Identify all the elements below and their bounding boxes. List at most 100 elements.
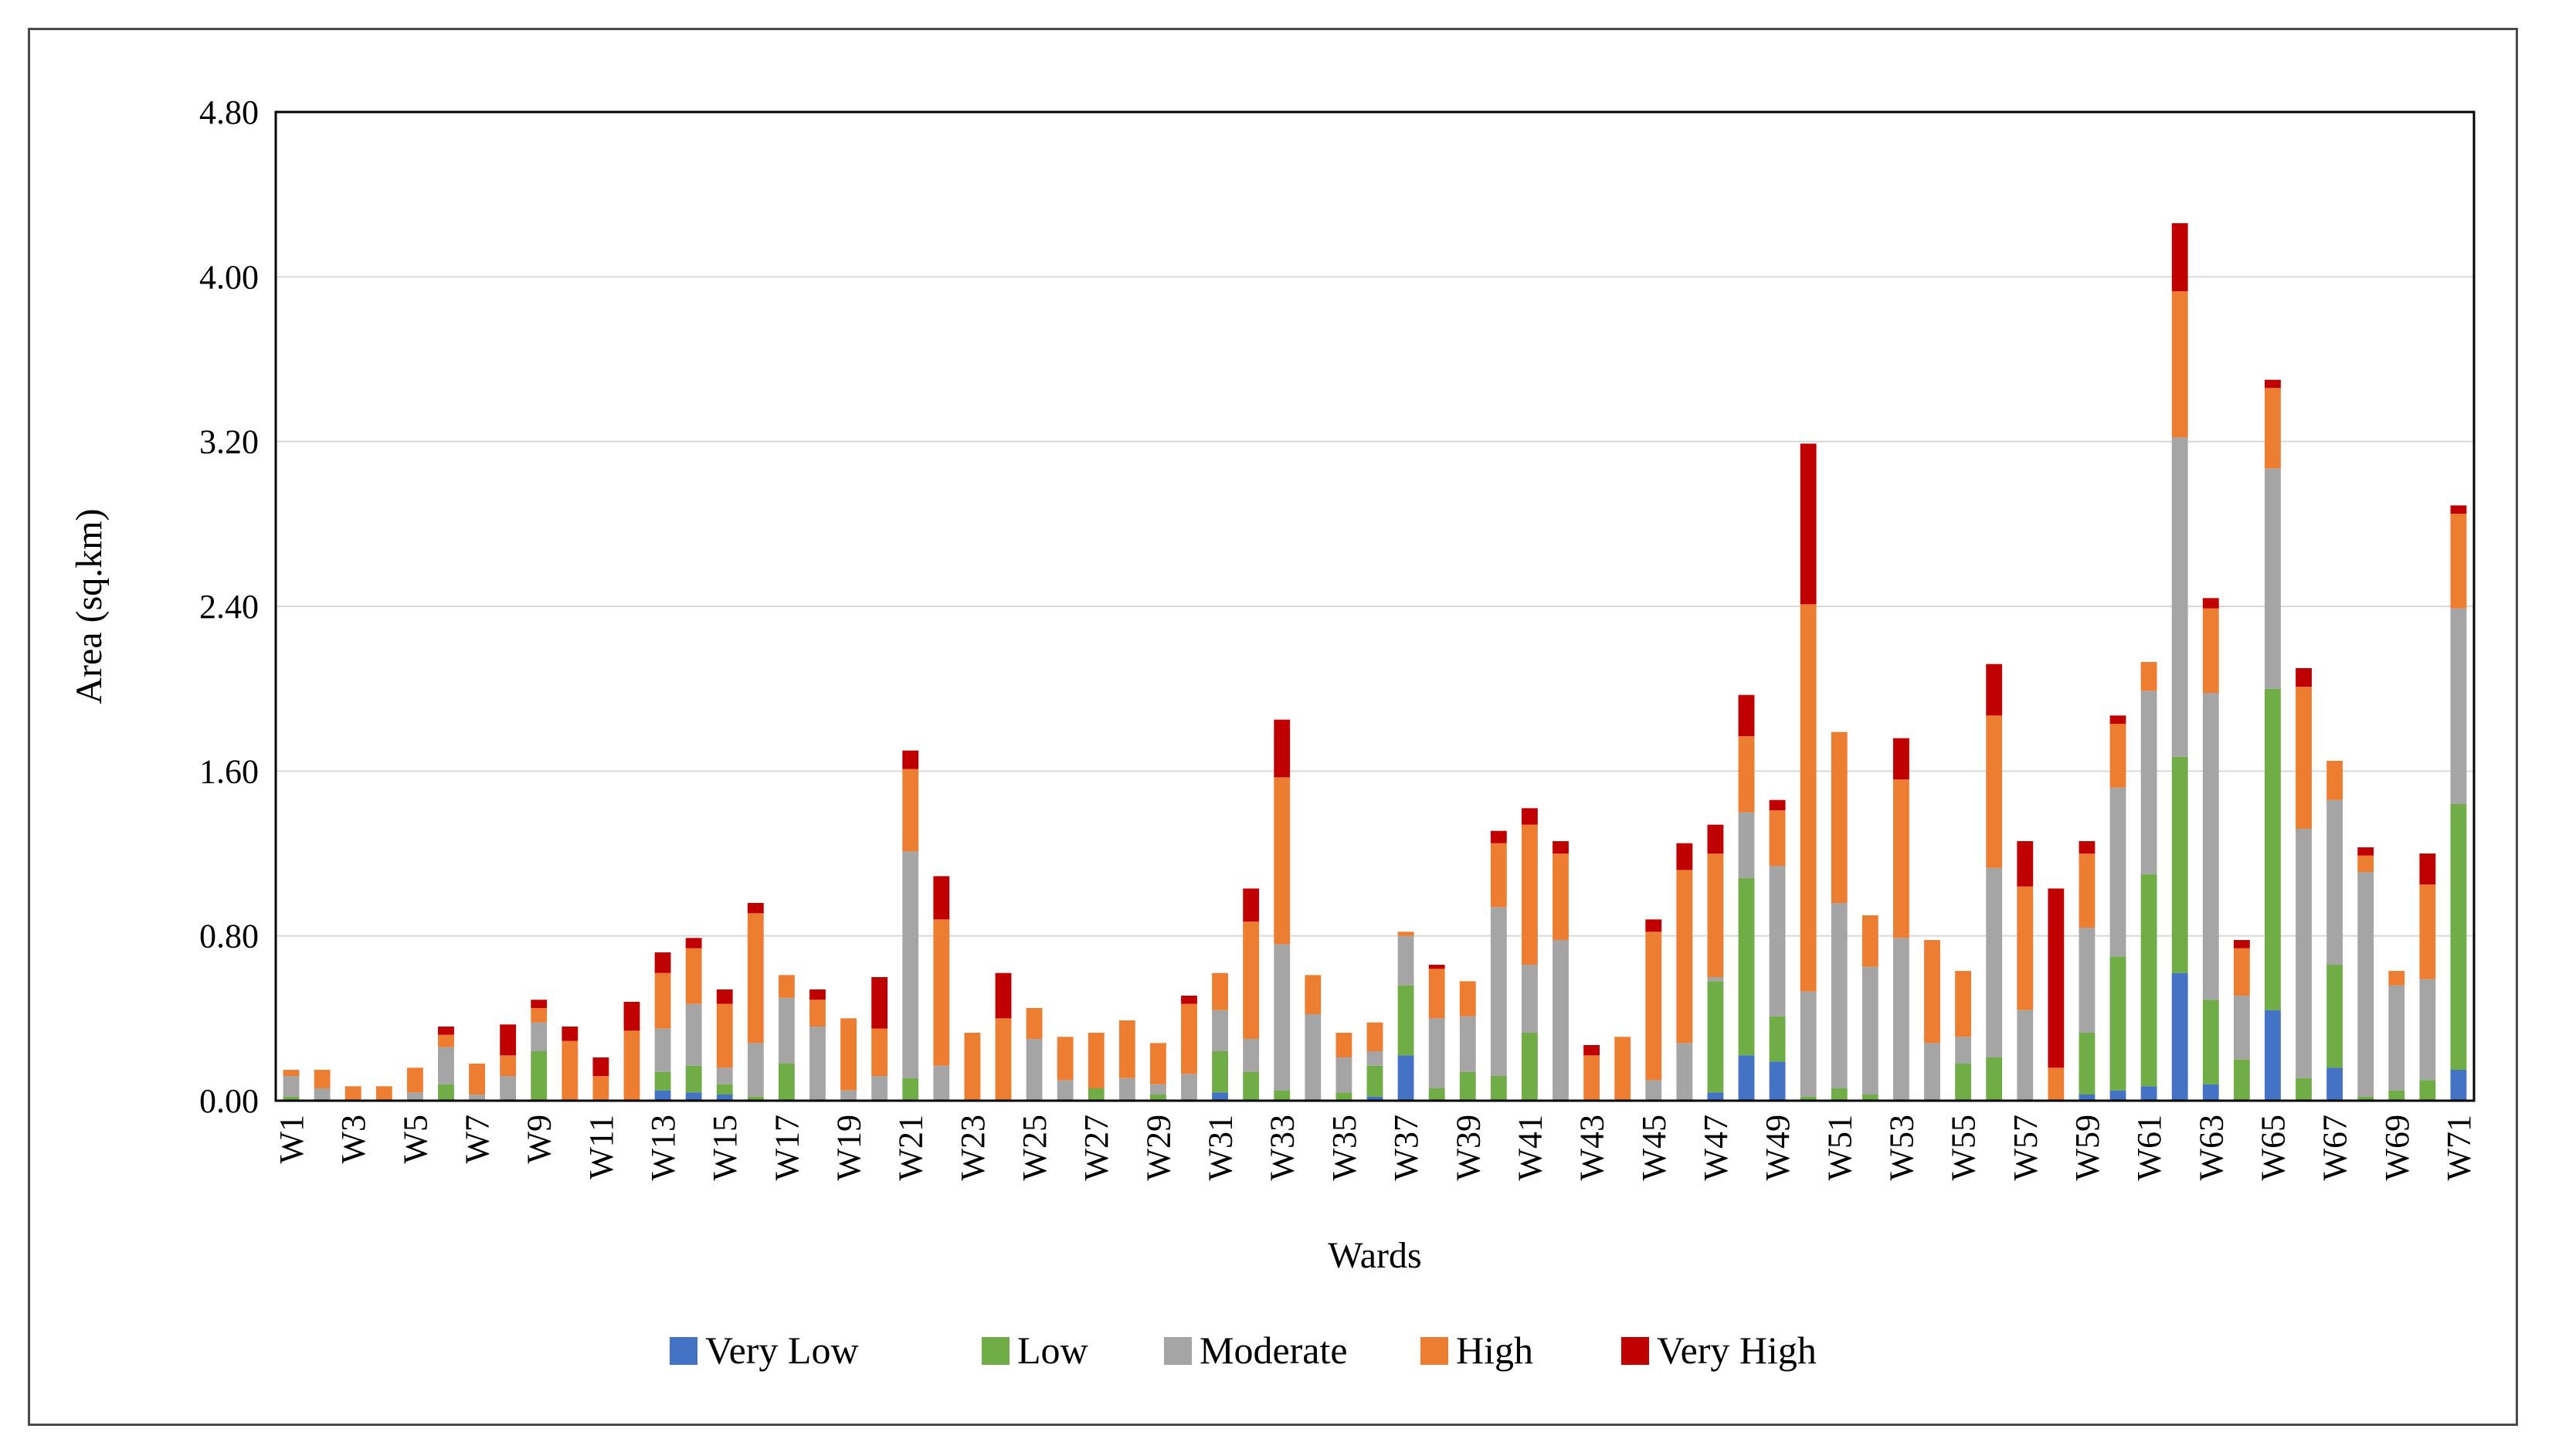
x-tick-label: W25	[1016, 1115, 1054, 1181]
bar-segment	[654, 1028, 671, 1072]
bar-segment	[2388, 1090, 2405, 1101]
bar-segment	[2326, 761, 2343, 800]
bar-segment	[2079, 1033, 2096, 1095]
bar-segment	[2202, 608, 2219, 693]
bar-segment	[2017, 1010, 2034, 1101]
bar-segment	[1831, 903, 1848, 1088]
bar-segment	[1088, 1088, 1105, 1101]
bar-segment	[2388, 985, 2405, 1091]
bar-segment	[2265, 379, 2281, 389]
x-tick-label: W3	[334, 1115, 372, 1164]
bar-segment	[1274, 719, 1291, 778]
bar-segment	[1305, 1014, 1322, 1101]
bar-segment	[314, 1070, 331, 1088]
bar-segment	[1769, 1016, 1786, 1062]
bar-segment	[1861, 966, 1878, 1095]
bar-segment	[1428, 1088, 1445, 1101]
bar-segment	[654, 1071, 671, 1091]
bar-segment	[1707, 1092, 1724, 1101]
bar-segment	[1645, 1080, 1662, 1101]
bar-segment	[964, 1033, 981, 1101]
legend-swatch	[1420, 1337, 1448, 1365]
bar-segment	[2233, 1059, 2250, 1101]
x-axis-title: Wards	[1328, 1235, 1421, 1276]
x-tick-label: W41	[1511, 1115, 1549, 1181]
bar-segment	[1800, 991, 1817, 1097]
x-tick-label: W51	[1821, 1115, 1858, 1181]
bar-segment	[1676, 1043, 1693, 1101]
bar-segment	[685, 948, 702, 1004]
bar-segment	[562, 1040, 579, 1101]
bar-segment	[2265, 688, 2281, 1010]
x-tick-label: W71	[2440, 1115, 2478, 1181]
bar-segment	[902, 1078, 919, 1101]
x-tick-label: W69	[2378, 1115, 2416, 1181]
bar-segment	[2233, 940, 2250, 949]
bar-segment	[1243, 888, 1260, 921]
bar-segment	[531, 1022, 548, 1051]
bar-segment	[531, 1008, 548, 1023]
bar-segment	[1955, 1064, 1972, 1101]
bar-segment	[1335, 1033, 1352, 1057]
bar-segment	[902, 769, 919, 852]
bar-segment	[2109, 787, 2126, 957]
bar-segment	[344, 1086, 361, 1101]
bar-segment	[283, 1096, 300, 1101]
x-tick-label: W7	[459, 1115, 497, 1164]
bar-segment	[871, 977, 888, 1029]
bar-segment	[406, 1067, 423, 1093]
x-tick-label: W61	[2130, 1115, 2168, 1181]
bar-segment	[2109, 956, 2126, 1091]
bar-segment	[747, 903, 764, 914]
bar-segment	[2450, 505, 2467, 514]
bar-segment	[1831, 731, 1848, 903]
bar-segment	[1707, 824, 1724, 854]
legend-swatch	[670, 1337, 697, 1365]
bar-segment	[840, 1090, 857, 1101]
bar-segment	[500, 1024, 517, 1056]
bar-segment	[1397, 1055, 1414, 1101]
bar-segment	[809, 1000, 826, 1027]
bar-segment	[1397, 985, 1414, 1056]
bar-segment	[2202, 1000, 2219, 1084]
bar-segment	[2079, 1095, 2096, 1101]
bar-segment	[2326, 799, 2343, 965]
bar-segment	[685, 1065, 702, 1093]
bar-segment	[2171, 291, 2188, 438]
x-tick-label: W17	[768, 1115, 806, 1181]
bar-segment	[2109, 1090, 2126, 1101]
bar-segment	[716, 1095, 733, 1101]
bar-segment	[469, 1064, 485, 1095]
x-tick-label: W21	[892, 1115, 930, 1181]
y-axis-ticks: 0.00 0.80 1.60 2.40 3.20 4.00 4.80	[199, 93, 259, 1120]
bar-segment	[1893, 938, 1909, 1101]
x-tick-label: W45	[1635, 1115, 1673, 1181]
bar-segment	[2079, 841, 2096, 854]
bar-segment	[2233, 948, 2250, 996]
x-tick-label: W65	[2254, 1115, 2292, 1181]
bar-segment	[778, 997, 795, 1064]
bar-segment	[438, 1034, 454, 1047]
bar-segment	[654, 952, 671, 973]
bar-segment	[1676, 870, 1693, 1044]
bar-segment	[1088, 1033, 1105, 1088]
bar-segment	[2202, 693, 2219, 1000]
bar-segment	[2171, 437, 2188, 757]
bar-segment	[1366, 1065, 1383, 1097]
bar-segment	[1800, 443, 1817, 605]
x-tick-label: W57	[2007, 1115, 2045, 1181]
bar-segment	[1522, 965, 1538, 1033]
bar-segment	[1212, 1092, 1228, 1101]
bar-segment	[1893, 738, 1909, 779]
bar-segment	[1057, 1037, 1074, 1081]
bar-segment	[1738, 878, 1755, 1056]
bar-segment	[1212, 1051, 1228, 1093]
bar-segment	[2450, 608, 2467, 804]
bar-segment	[1243, 921, 1260, 1039]
bar-segment	[2419, 1080, 2436, 1101]
bar-segment	[283, 1076, 300, 1097]
bar-segment	[1118, 1078, 1135, 1101]
stacked-bar-chart: 0.000.801.602.403.204.004.80 W1 W3 W5 W7 W9 W…	[69, 93, 2478, 1372]
bar-segment	[2419, 854, 2436, 884]
bars	[283, 223, 2467, 1101]
